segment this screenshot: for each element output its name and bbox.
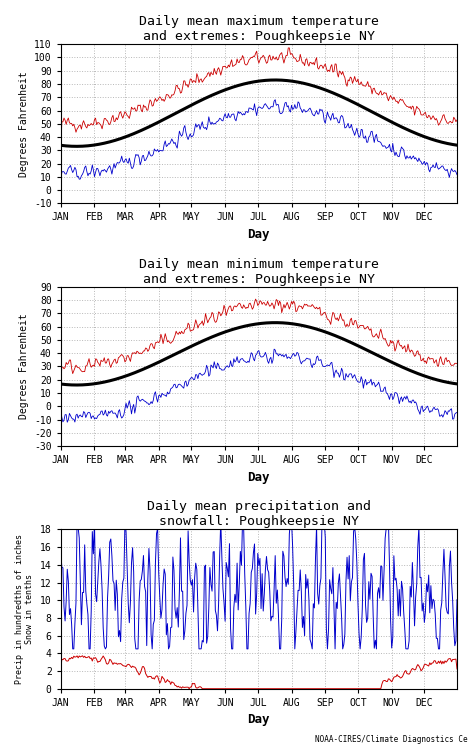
X-axis label: Day: Day [248,228,270,241]
Y-axis label: Precip in hundredths of inches
Snow in tenths: Precip in hundredths of inches Snow in t… [15,534,34,684]
Title: Daily mean precipitation and
snowfall: Poughkeepsie NY: Daily mean precipitation and snowfall: P… [147,501,371,528]
Text: NOAA-CIRES/Climate Diagnostics Ce: NOAA-CIRES/Climate Diagnostics Ce [315,735,467,744]
X-axis label: Day: Day [248,471,270,484]
X-axis label: Day: Day [248,713,270,726]
Title: Daily mean minimum temperature
and extremes: Poughkeepsie NY: Daily mean minimum temperature and extre… [139,258,379,285]
Y-axis label: Degrees Fahrenheit: Degrees Fahrenheit [18,314,28,419]
Title: Daily mean maximum temperature
and extremes: Poughkeepsie NY: Daily mean maximum temperature and extre… [139,15,379,43]
Y-axis label: Degrees Fahrenheit: Degrees Fahrenheit [18,71,28,177]
